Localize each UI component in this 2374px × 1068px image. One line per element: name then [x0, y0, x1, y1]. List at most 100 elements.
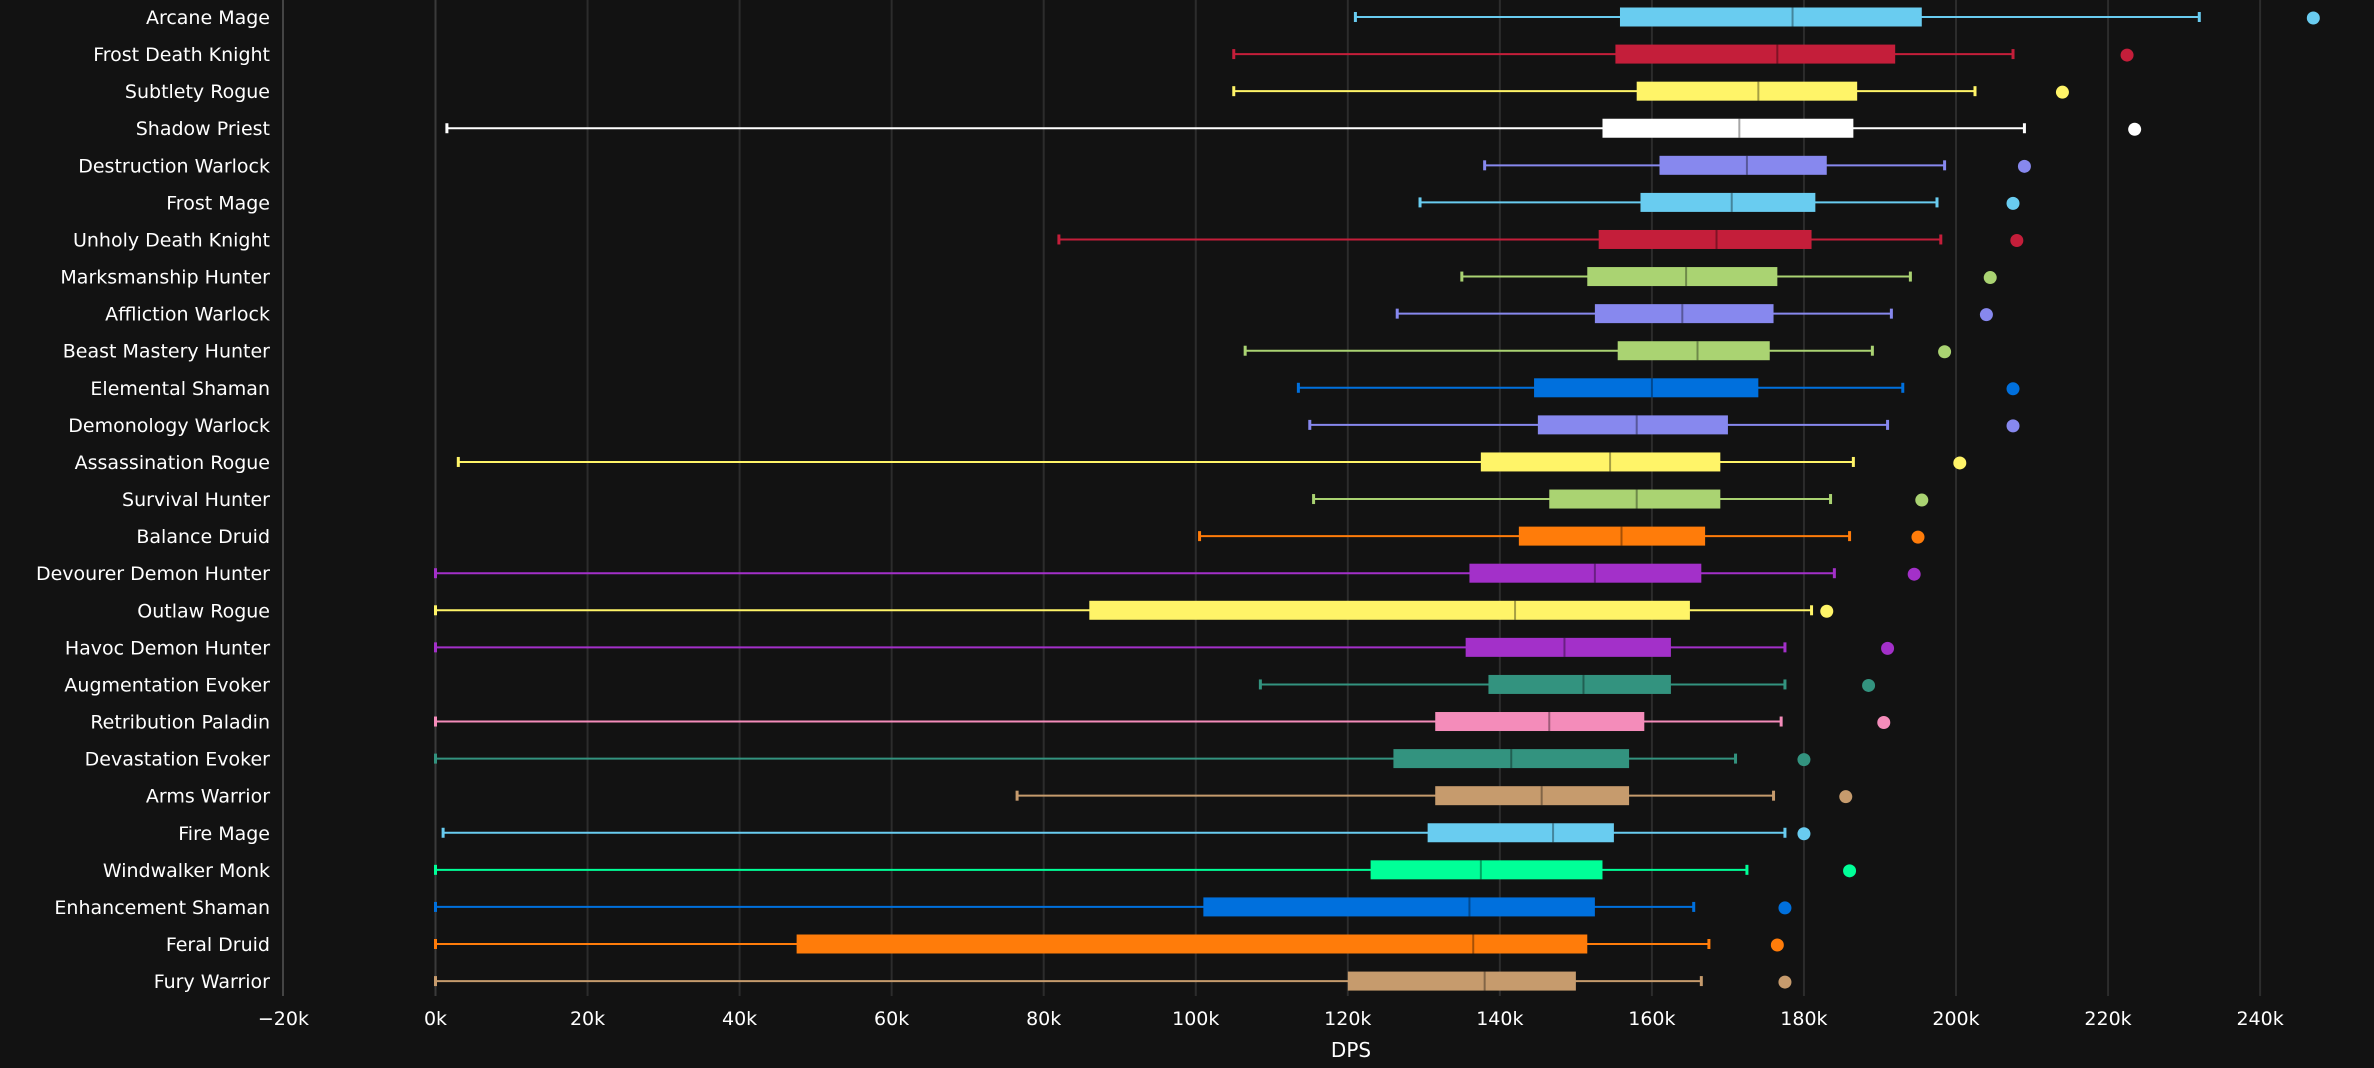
outlier-point[interactable] — [1881, 641, 1895, 655]
outlier-point[interactable] — [2055, 85, 2069, 99]
iqr-box[interactable] — [1640, 192, 1816, 212]
box-row — [1395, 304, 1993, 324]
category-label: Subtlety Rogue — [125, 81, 270, 103]
box-row — [434, 934, 1784, 954]
box-row — [1057, 229, 2024, 249]
outlier-point[interactable] — [1953, 456, 1967, 470]
iqr-box[interactable] — [796, 934, 1588, 954]
outlier-point[interactable] — [1778, 975, 1792, 989]
iqr-box[interactable] — [1615, 44, 1896, 64]
outlier-point[interactable] — [2006, 419, 2020, 433]
outlier-point[interactable] — [2120, 48, 2134, 62]
iqr-box[interactable] — [1347, 971, 1576, 991]
iqr-box[interactable] — [1617, 341, 1770, 361]
grid-layer — [282, 0, 2262, 996]
box-layer — [434, 7, 2320, 991]
box-row — [1312, 489, 1929, 509]
category-label: Shadow Priest — [136, 118, 270, 140]
outlier-point[interactable] — [1862, 678, 1876, 692]
box-row — [1198, 526, 1925, 546]
outlier-point[interactable] — [1839, 790, 1853, 804]
iqr-box[interactable] — [1089, 600, 1690, 620]
x-tick-label: 40k — [722, 1008, 757, 1030]
x-tick-label: 220k — [2084, 1008, 2131, 1030]
outlier-point[interactable] — [2128, 122, 2142, 136]
iqr-box[interactable] — [1549, 489, 1721, 509]
box-row — [434, 563, 1921, 583]
outlier-point[interactable] — [1915, 493, 1929, 507]
outlier-point[interactable] — [1907, 567, 1921, 581]
iqr-box[interactable] — [1488, 674, 1671, 694]
iqr-box[interactable] — [1598, 229, 1812, 249]
box-row — [1232, 81, 2069, 101]
category-label: Beast Mastery Hunter — [63, 341, 270, 363]
outlier-point[interactable] — [1877, 716, 1891, 730]
iqr-box[interactable] — [1594, 304, 1774, 324]
outlier-point[interactable] — [1938, 345, 1952, 359]
category-label: Fire Mage — [178, 823, 270, 845]
iqr-box[interactable] — [1534, 378, 1759, 398]
outlier-point[interactable] — [1843, 864, 1857, 878]
category-label: Feral Druid — [166, 934, 270, 956]
iqr-box[interactable] — [1602, 118, 1854, 138]
outlier-point[interactable] — [1778, 901, 1792, 915]
iqr-box[interactable] — [1435, 712, 1645, 732]
iqr-box[interactable] — [1587, 267, 1778, 287]
category-label: Devourer Demon Hunter — [36, 563, 270, 585]
x-tick-label: 120k — [1324, 1008, 1371, 1030]
outlier-point[interactable] — [2006, 196, 2020, 210]
x-tick-label: 60k — [874, 1008, 909, 1030]
outlier-point[interactable] — [1911, 530, 1925, 544]
category-label: Arcane Mage — [146, 7, 270, 29]
outlier-point[interactable] — [2017, 159, 2031, 173]
outlier-point[interactable] — [1770, 938, 1784, 952]
outlier-point[interactable] — [1797, 827, 1811, 841]
category-label: Windwalker Monk — [103, 860, 270, 882]
category-label: Devastation Evoker — [85, 749, 271, 771]
category-label: Frost Mage — [166, 192, 270, 214]
box-row — [434, 749, 1811, 769]
outlier-point[interactable] — [1797, 753, 1811, 767]
category-label: Survival Hunter — [122, 489, 270, 511]
iqr-box[interactable] — [1203, 897, 1595, 917]
iqr-box[interactable] — [1427, 823, 1614, 843]
category-label: Augmentation Evoker — [64, 674, 270, 696]
x-tick-label: 20k — [570, 1008, 605, 1030]
iqr-box[interactable] — [1518, 526, 1706, 546]
iqr-box[interactable] — [1465, 637, 1671, 657]
box-row — [434, 860, 1857, 880]
iqr-box[interactable] — [1435, 786, 1630, 806]
category-label: Outlaw Rogue — [137, 600, 270, 622]
category-label: Affliction Warlock — [105, 304, 270, 326]
iqr-box[interactable] — [1393, 749, 1630, 769]
box-row — [434, 712, 1891, 732]
category-label: Enhancement Shaman — [54, 897, 270, 919]
outlier-point[interactable] — [1983, 271, 1997, 285]
x-tick-label: −20k — [258, 1008, 309, 1030]
iqr-box[interactable] — [1469, 563, 1702, 583]
outlier-point[interactable] — [2006, 382, 2020, 396]
iqr-box[interactable] — [1480, 452, 1721, 472]
iqr-box[interactable] — [1370, 860, 1603, 880]
box-row — [434, 971, 1792, 991]
outlier-point[interactable] — [1820, 604, 1834, 618]
x-tick-label: 160k — [1628, 1008, 1675, 1030]
box-row — [434, 897, 1792, 917]
x-axis-title: DPS — [1331, 1038, 1371, 1062]
iqr-box[interactable] — [1636, 81, 1858, 101]
category-labels: Arcane Mage Frost Death Knight Subtlety Ro… — [36, 7, 270, 993]
outlier-point[interactable] — [1979, 308, 1993, 322]
category-label: Destruction Warlock — [78, 155, 270, 177]
box-row — [1232, 44, 2134, 64]
iqr-box[interactable] — [1659, 155, 1827, 175]
x-tick-label: 240k — [2236, 1008, 2283, 1030]
box-row — [1258, 674, 1876, 694]
iqr-box[interactable] — [1619, 7, 1922, 27]
category-label: Frost Death Knight — [93, 44, 270, 66]
category-label: Balance Druid — [136, 526, 270, 548]
outlier-point[interactable] — [2010, 233, 2024, 247]
iqr-box[interactable] — [1537, 415, 1728, 435]
outlier-point[interactable] — [2306, 11, 2320, 25]
